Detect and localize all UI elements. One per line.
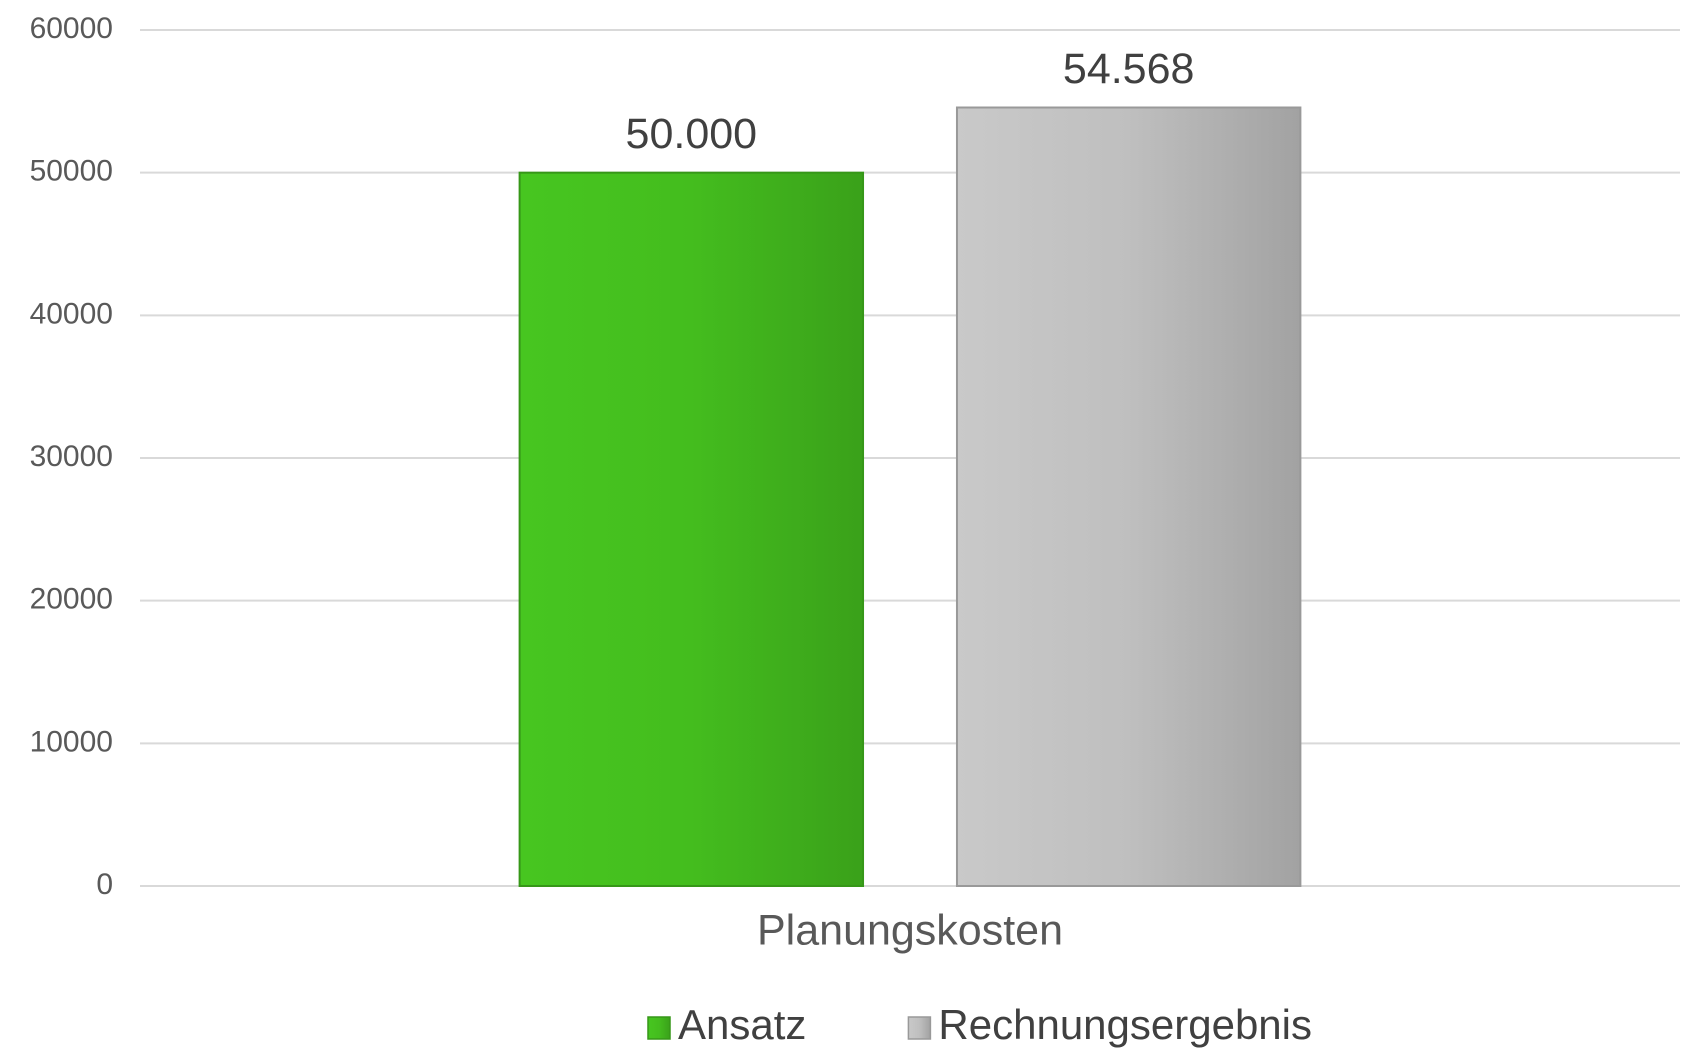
y-tick-label: 0	[96, 868, 113, 901]
y-tick-label: 30000	[30, 440, 113, 473]
y-tick-label: 50000	[30, 155, 113, 188]
x-tick-label: Planungskosten	[757, 906, 1063, 954]
y-tick-label: 20000	[30, 583, 113, 616]
bar	[955, 106, 1302, 888]
y-tick-label: 10000	[30, 725, 113, 758]
bar	[518, 171, 865, 887]
legend-label: Rechnungsergebnis	[938, 1001, 1312, 1048]
legend-swatch	[907, 1016, 932, 1040]
value-label: 54.568	[1063, 45, 1195, 93]
legend-swatch	[647, 1016, 671, 1040]
y-tick-label: 40000	[30, 297, 113, 330]
y-tick-label: 60000	[30, 12, 113, 45]
legend-label: Ansatz	[678, 1001, 806, 1048]
value-label: 50.000	[626, 110, 758, 158]
